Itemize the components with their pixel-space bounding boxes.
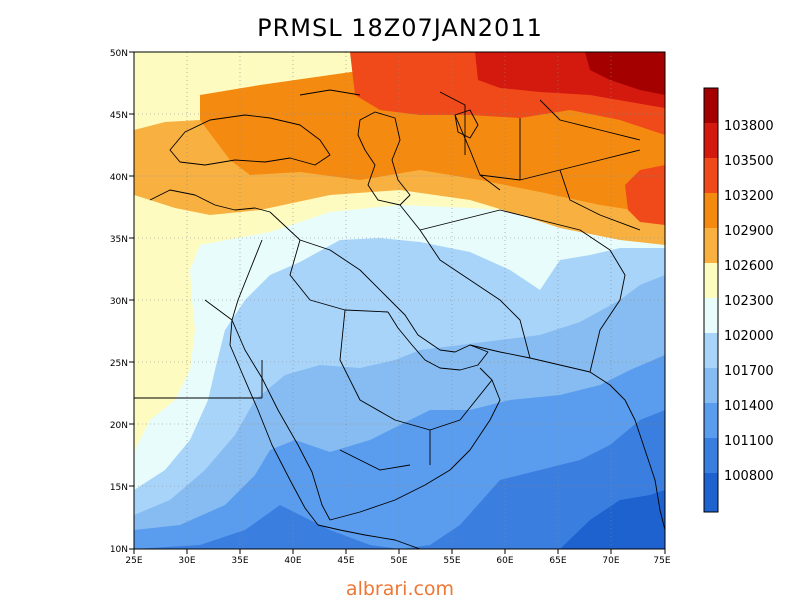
lat-label: 20N xyxy=(110,421,128,431)
gulf-of-aden-coast xyxy=(317,524,421,549)
lon-label: 30E xyxy=(178,556,195,566)
north-borders xyxy=(299,89,641,155)
contour-100800 xyxy=(134,410,665,549)
colorbar-label: 101100 xyxy=(724,434,774,449)
lon-label: 45E xyxy=(337,556,354,566)
lat-label: 45N xyxy=(110,111,128,121)
persian-gulf-coast xyxy=(387,299,489,371)
colorbar-swatch xyxy=(704,123,718,158)
contour-103200-east xyxy=(625,165,665,225)
colorbar-label: 102000 xyxy=(724,329,774,344)
lon-label: 25E xyxy=(125,556,142,566)
lon-label: 50E xyxy=(390,556,407,566)
colorbar-label: 103500 xyxy=(724,154,774,169)
colorbar-swatch xyxy=(704,333,718,368)
map-title: PRMSL 18Z07JAN2011 xyxy=(257,14,543,42)
gridlines xyxy=(134,52,665,549)
colorbar-label: 101400 xyxy=(724,399,774,414)
colorbar-swatch xyxy=(704,403,718,438)
axis-ticks xyxy=(129,51,666,554)
colorbar-label: 103800 xyxy=(724,119,774,134)
colorbar-swatch xyxy=(704,263,718,298)
lat-label: 40N xyxy=(110,173,128,183)
aral-sea-coast xyxy=(454,109,479,139)
pressure-field xyxy=(134,52,665,549)
lon-label: 40E xyxy=(284,556,301,566)
lon-label: 35E xyxy=(231,556,248,566)
contour-below-100800 xyxy=(560,490,665,549)
lon-label: 65E xyxy=(549,556,566,566)
colorbar-label: 102900 xyxy=(724,224,774,239)
lat-label: 50N xyxy=(110,49,128,59)
coastlines-and-borders xyxy=(134,89,665,549)
iran-coast xyxy=(469,344,665,531)
colorbar-label: 100800 xyxy=(724,469,774,484)
lat-label: 35N xyxy=(110,235,128,245)
colorbar-swatch xyxy=(704,228,718,263)
colorbar-frame xyxy=(703,87,719,513)
middle-east-borders xyxy=(269,114,641,471)
lat-label: 10N xyxy=(110,545,128,555)
lon-label: 60E xyxy=(496,556,513,566)
colorbar-swatch xyxy=(704,88,718,123)
colorbar-swatch xyxy=(704,438,718,473)
lon-label: 70E xyxy=(602,556,619,566)
lat-label: 25N xyxy=(110,359,128,369)
colorbar-swatch xyxy=(704,193,718,228)
longitude-labels: 25E 30E 35E 40E 45E 50E 55E 60E 65E 70E … xyxy=(125,556,670,566)
africa-borders xyxy=(134,299,263,399)
colorbar-label: 102300 xyxy=(724,294,774,309)
lat-label: 30N xyxy=(110,297,128,307)
colorbar-swatch xyxy=(704,473,718,512)
lon-label: 75E xyxy=(653,556,670,566)
caspian-sea-coast xyxy=(357,111,411,206)
colorbar-label: 102600 xyxy=(724,259,774,274)
colorbar-swatch xyxy=(704,158,718,193)
lat-label: 15N xyxy=(110,483,128,493)
red-sea-west-coast xyxy=(229,319,319,526)
anatolia-coast xyxy=(149,189,271,213)
lon-label: 55E xyxy=(443,556,460,566)
colorbar-swatch xyxy=(704,368,718,403)
site-credit: albrari.com xyxy=(345,578,455,600)
contour-103800 xyxy=(585,52,665,95)
colorbar-swatch xyxy=(704,298,718,333)
colorbar-label: 101700 xyxy=(724,364,774,379)
arabian-south-coast xyxy=(329,367,501,521)
colorbar xyxy=(703,87,719,513)
colorbar-labels: 103800 103500 103200 102900 102600 10230… xyxy=(724,119,774,484)
colorbar-label: 103200 xyxy=(724,189,774,204)
latitude-labels: 50N 45N 40N 35N 30N 25N 20N 15N 10N xyxy=(110,49,128,555)
black-sea-coast xyxy=(169,114,331,166)
